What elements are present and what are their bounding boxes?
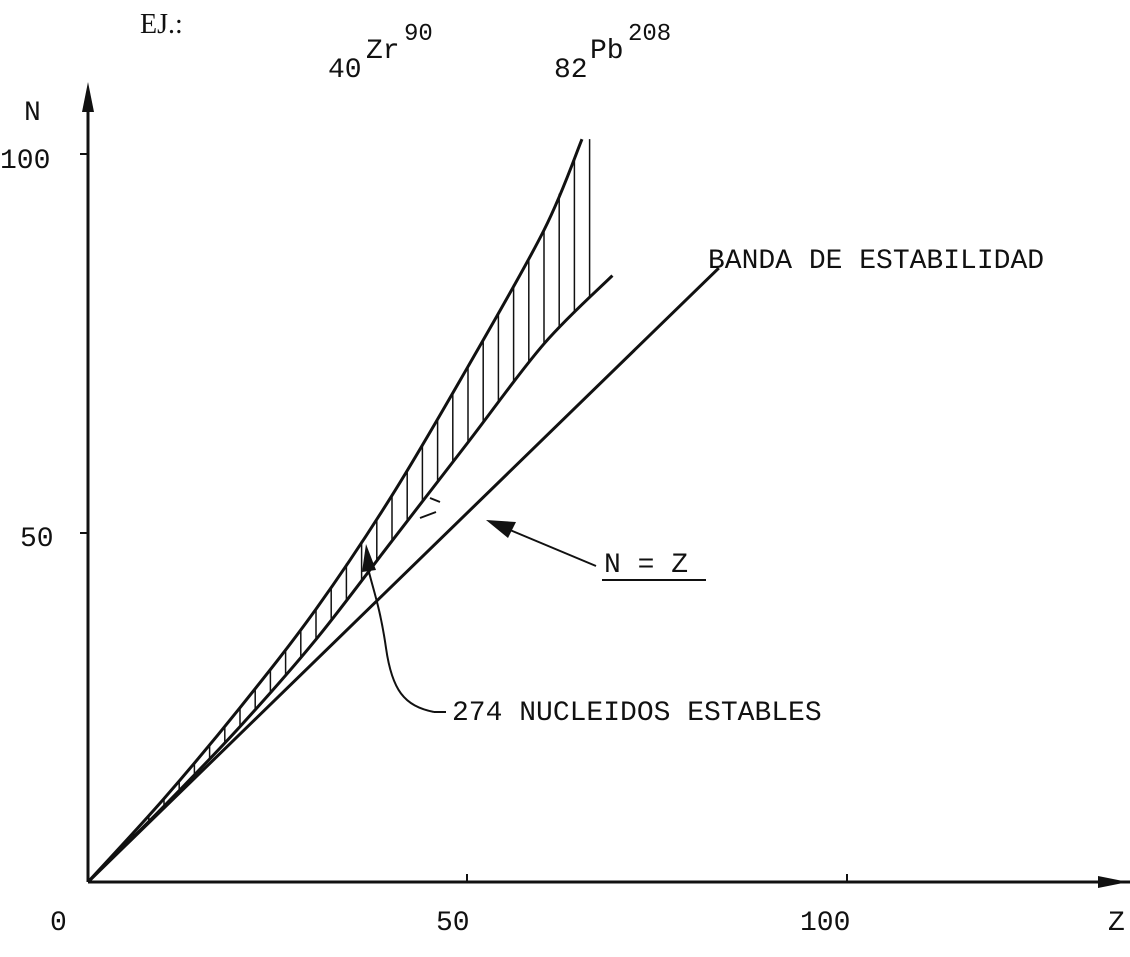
- nz-label: N = Z: [604, 550, 688, 581]
- nuclides-arrow-line: [367, 567, 435, 713]
- pb-nuclide-label: 82 Pb 208: [554, 21, 671, 86]
- zr-symbol: Zr: [366, 36, 400, 67]
- example-label: EJ.:: [140, 9, 183, 40]
- y-tick-label-50: 50: [20, 524, 54, 555]
- x-tick-label-100: 100: [800, 908, 850, 939]
- pb-mass-number: 208: [628, 21, 671, 48]
- nuclides-arrowhead: [362, 544, 376, 572]
- nz-arrowhead: [486, 520, 516, 538]
- nz-arrow-line: [509, 529, 597, 567]
- band-lower-curve: [86, 274, 614, 884]
- pb-atomic-number: 82: [554, 55, 588, 86]
- nuclides-label: 274 NUCLEIDOS ESTABLES: [452, 698, 822, 729]
- x-axis-arrowhead: [1098, 876, 1128, 888]
- band-hatching: [132, 139, 591, 837]
- band-mark: [419, 497, 441, 519]
- y-tick-label-100: 100: [0, 146, 50, 177]
- x-axis-label: Z: [1108, 908, 1125, 939]
- x-tick-label-50: 50: [436, 908, 470, 939]
- zr-nuclide-label: 40 Zr 90: [328, 21, 433, 86]
- zr-atomic-number: 40: [328, 55, 362, 86]
- pb-symbol: Pb: [590, 36, 624, 67]
- band-label: BANDA DE ESTABILIDAD: [708, 246, 1044, 277]
- n-equals-z-line: [86, 266, 720, 884]
- x-tick-label-0: 0: [50, 908, 67, 939]
- y-axis-arrowhead: [82, 82, 94, 112]
- zr-mass-number: 90: [404, 21, 433, 48]
- y-axis-label: N: [24, 98, 41, 129]
- band-upper-curve: [86, 138, 584, 884]
